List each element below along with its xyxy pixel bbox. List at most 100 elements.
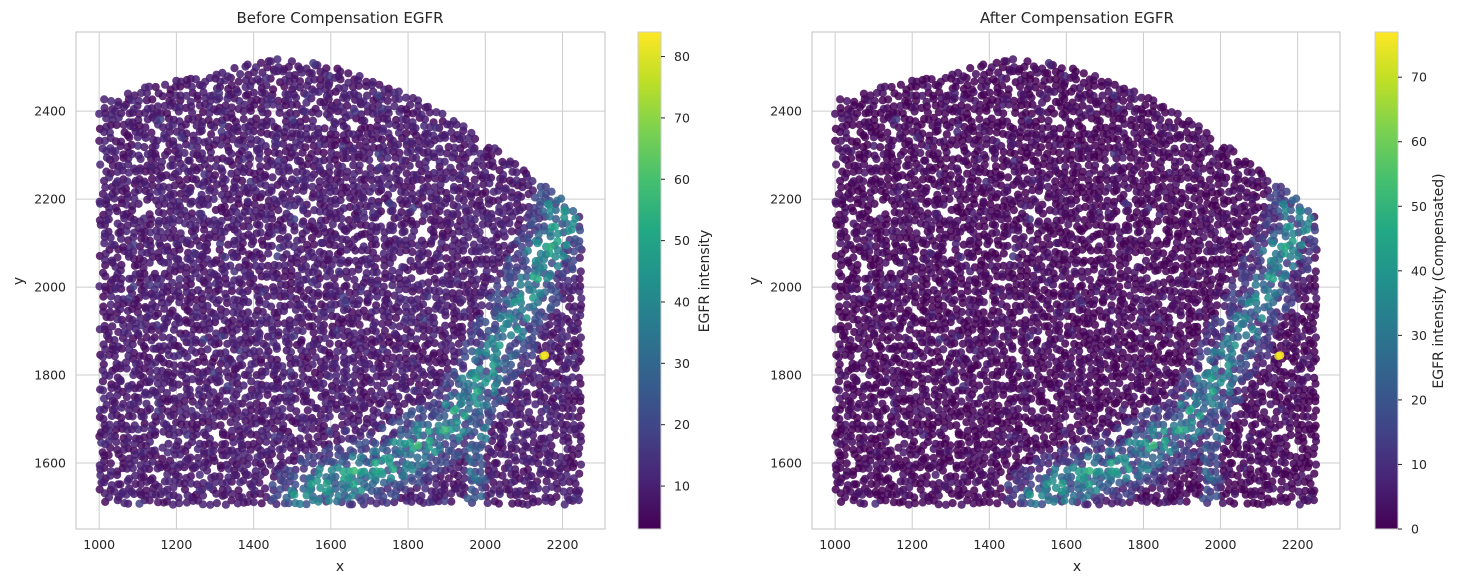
data-point — [429, 398, 439, 408]
data-point — [325, 250, 334, 259]
data-point — [105, 420, 114, 429]
data-point — [334, 491, 343, 500]
data-point — [278, 445, 287, 454]
data-point — [154, 89, 163, 98]
data-point — [183, 352, 192, 361]
data-point — [330, 274, 339, 283]
data-point — [388, 321, 397, 330]
data-point — [119, 320, 128, 329]
data-point — [475, 243, 484, 252]
data-point — [386, 245, 395, 254]
data-point — [98, 144, 107, 153]
data-point — [541, 351, 550, 360]
data-point — [308, 360, 317, 369]
data-point — [187, 346, 196, 355]
data-point — [97, 438, 106, 447]
data-point — [421, 164, 430, 173]
data-point — [150, 446, 159, 455]
data-point — [247, 360, 256, 369]
data-point — [139, 412, 148, 421]
data-point — [444, 334, 453, 343]
data-point — [273, 397, 282, 406]
data-point — [426, 188, 435, 197]
data-point — [221, 397, 230, 406]
data-point — [569, 420, 578, 430]
data-point — [459, 364, 468, 373]
data-point — [314, 437, 323, 447]
data-point — [558, 365, 567, 374]
data-point — [99, 360, 108, 369]
data-point — [232, 207, 241, 217]
data-point — [124, 160, 133, 169]
data-point — [447, 128, 456, 137]
data-point — [122, 364, 131, 373]
data-point — [562, 471, 571, 480]
data-point — [185, 187, 194, 196]
data-point — [568, 412, 577, 421]
data-point — [542, 328, 551, 337]
data-point — [218, 428, 227, 437]
data-point — [367, 81, 376, 90]
data-point — [223, 485, 232, 494]
x-tick-label: 1400 — [238, 537, 270, 552]
data-point — [436, 168, 445, 177]
data-point — [308, 217, 317, 226]
data-point — [415, 404, 424, 413]
data-point — [217, 164, 226, 173]
data-point — [448, 153, 457, 162]
data-point — [182, 288, 191, 297]
data-point — [258, 287, 267, 296]
data-point — [412, 153, 421, 163]
x-tick-labels: 1000 1200 1400 1600 1800 2000 2200 — [83, 537, 578, 552]
data-point — [467, 247, 476, 256]
data-point — [448, 229, 457, 238]
data-point — [224, 464, 233, 473]
data-point — [360, 359, 369, 369]
data-point — [539, 207, 548, 216]
data-point — [486, 489, 495, 498]
data-point — [487, 293, 496, 302]
data-point — [239, 114, 248, 124]
data-point — [559, 431, 568, 440]
data-point — [440, 411, 449, 420]
data-point — [146, 247, 155, 256]
data-point — [164, 351, 174, 360]
data-point — [481, 378, 490, 387]
data-point — [489, 187, 498, 196]
data-point — [542, 477, 551, 486]
data-point — [238, 493, 247, 502]
data-point — [547, 187, 556, 196]
data-point — [501, 359, 510, 368]
data-point — [282, 111, 291, 120]
data-point — [105, 173, 114, 182]
data-point — [205, 324, 214, 333]
data-point — [499, 170, 508, 179]
data-point — [317, 238, 326, 248]
data-point — [398, 228, 407, 237]
data-point — [249, 498, 258, 507]
data-point — [272, 344, 281, 353]
data-point — [309, 59, 318, 68]
data-point — [568, 404, 577, 413]
data-point — [145, 367, 154, 376]
data-point — [376, 222, 385, 231]
data-point — [321, 102, 330, 111]
data-point — [473, 387, 482, 396]
data-point — [129, 219, 138, 228]
data-point — [168, 214, 177, 223]
data-point — [215, 245, 224, 254]
data-point — [505, 201, 514, 210]
data-point — [345, 411, 354, 420]
data-point — [286, 285, 295, 294]
data-point — [355, 72, 364, 81]
data-point — [504, 418, 514, 427]
data-point — [368, 285, 377, 294]
data-point — [544, 200, 553, 209]
data-point — [482, 348, 491, 357]
data-point — [349, 420, 359, 429]
data-point — [454, 339, 463, 348]
data-point — [171, 312, 181, 321]
after-compensation-panel: After Compensation EGFR 1000 1200 1400 1600… — [747, 9, 1447, 575]
data-point — [240, 449, 249, 458]
data-point — [159, 324, 168, 333]
